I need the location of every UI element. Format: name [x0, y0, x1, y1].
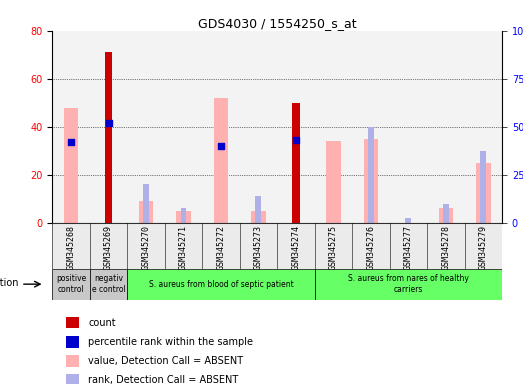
Bar — [165, 223, 202, 269]
Bar — [66, 336, 79, 348]
FancyBboxPatch shape — [52, 269, 90, 300]
Text: positive
control: positive control — [56, 275, 86, 294]
Bar — [464, 223, 502, 269]
Bar — [176, 211, 191, 223]
Bar — [66, 355, 79, 367]
Bar — [66, 374, 79, 384]
Bar — [105, 52, 112, 223]
Bar — [277, 31, 315, 223]
Bar — [165, 31, 202, 223]
Bar — [315, 223, 352, 269]
Bar — [405, 218, 411, 223]
Bar — [352, 31, 390, 223]
Text: GSM345275: GSM345275 — [329, 225, 338, 270]
Bar — [127, 223, 165, 269]
Point — [217, 143, 225, 149]
Bar — [390, 223, 427, 269]
Bar — [481, 151, 486, 223]
Bar — [139, 201, 153, 223]
Bar — [390, 31, 427, 223]
Bar — [427, 223, 464, 269]
Text: value, Detection Call = ABSENT: value, Detection Call = ABSENT — [88, 356, 243, 366]
Bar — [143, 184, 149, 223]
Text: S. aureus from nares of healthy
carriers: S. aureus from nares of healthy carriers — [348, 275, 469, 294]
Bar — [240, 223, 277, 269]
Point — [104, 120, 112, 126]
Bar — [352, 223, 390, 269]
Text: percentile rank within the sample: percentile rank within the sample — [88, 337, 253, 347]
Point — [292, 137, 300, 143]
Text: GSM345273: GSM345273 — [254, 225, 263, 270]
Text: GSM345271: GSM345271 — [179, 225, 188, 270]
Text: GSM345268: GSM345268 — [66, 225, 75, 270]
Text: count: count — [88, 318, 116, 328]
Bar — [368, 127, 374, 223]
Bar — [90, 223, 127, 269]
FancyBboxPatch shape — [90, 269, 127, 300]
Bar — [240, 31, 277, 223]
Text: infection: infection — [0, 278, 18, 288]
Text: GSM345278: GSM345278 — [441, 225, 450, 270]
Point — [67, 139, 75, 145]
Bar — [277, 223, 315, 269]
Bar — [66, 317, 79, 328]
Text: GSM345279: GSM345279 — [479, 225, 488, 270]
Text: rank, Detection Call = ABSENT: rank, Detection Call = ABSENT — [88, 375, 238, 384]
Bar — [292, 103, 300, 223]
Text: GSM345272: GSM345272 — [217, 225, 225, 270]
Bar — [427, 31, 464, 223]
Bar — [326, 141, 340, 223]
Text: S. aureus from blood of septic patient: S. aureus from blood of septic patient — [149, 280, 293, 289]
Bar — [251, 211, 266, 223]
FancyBboxPatch shape — [127, 269, 315, 300]
Bar — [214, 98, 228, 223]
Bar — [443, 204, 449, 223]
Bar — [439, 208, 453, 223]
Bar — [363, 139, 378, 223]
Text: GSM345277: GSM345277 — [404, 225, 413, 270]
Bar — [256, 196, 262, 223]
Bar — [127, 31, 165, 223]
Bar — [90, 31, 127, 223]
Title: GDS4030 / 1554250_s_at: GDS4030 / 1554250_s_at — [198, 17, 357, 30]
Bar — [52, 31, 90, 223]
Text: GSM345270: GSM345270 — [142, 225, 151, 270]
Bar — [52, 223, 90, 269]
Text: negativ
e control: negativ e control — [92, 275, 126, 294]
Bar — [315, 31, 352, 223]
Bar — [202, 31, 240, 223]
Bar — [464, 31, 502, 223]
Text: GSM345274: GSM345274 — [291, 225, 300, 270]
Bar — [202, 223, 240, 269]
Bar — [476, 163, 491, 223]
Text: GSM345269: GSM345269 — [104, 225, 113, 270]
Bar — [64, 108, 78, 223]
FancyBboxPatch shape — [315, 269, 502, 300]
Text: GSM345276: GSM345276 — [367, 225, 376, 270]
Bar — [180, 208, 186, 223]
